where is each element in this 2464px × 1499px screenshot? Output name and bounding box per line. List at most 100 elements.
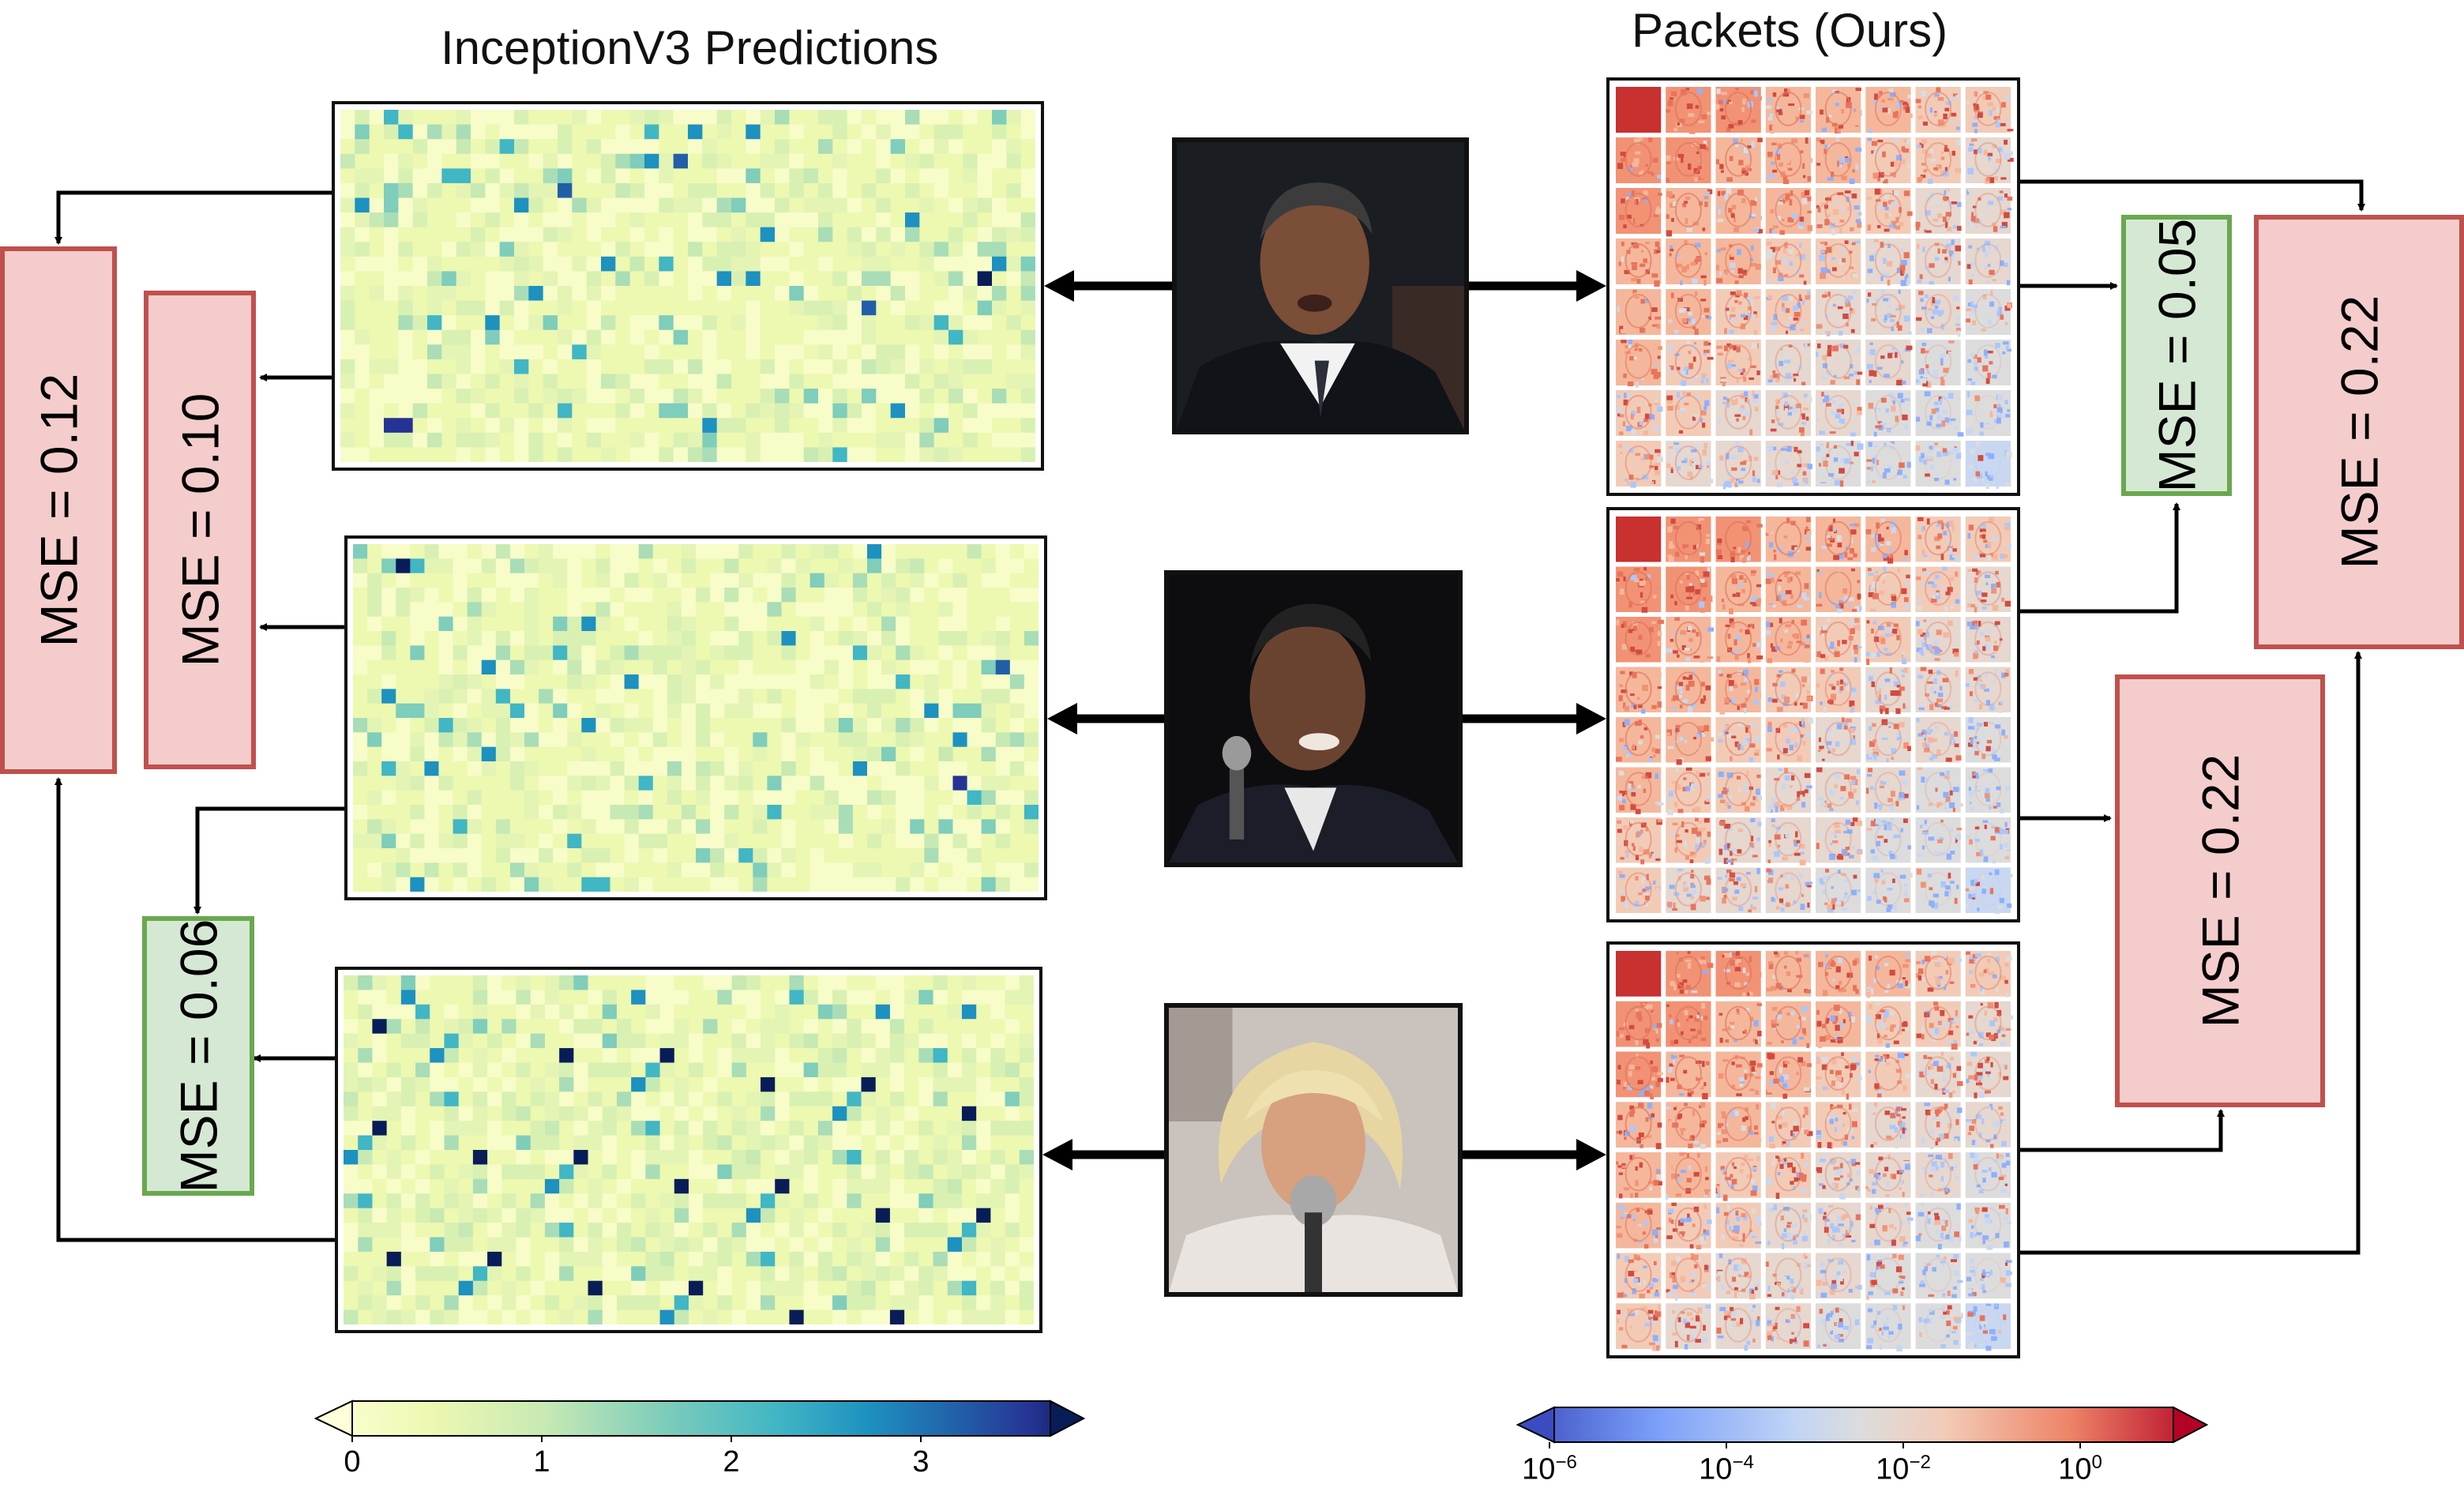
heatmap-cell (761, 1237, 776, 1253)
packet-tile (1965, 951, 2012, 997)
heatmap-cell (631, 1280, 646, 1296)
heatmap-cell (924, 718, 940, 733)
heatmap-cell (1019, 1106, 1034, 1121)
heatmap-cell (456, 329, 471, 345)
heatmap-cell (572, 359, 588, 375)
heatmap-cell (588, 1164, 603, 1180)
heatmap-cell (586, 197, 602, 213)
heatmap-cell (952, 573, 968, 588)
heatmap-cell (481, 544, 497, 559)
heatmap-cell (412, 153, 428, 169)
heatmap-cell (933, 403, 949, 419)
heatmap-cell (896, 805, 911, 820)
heatmap-cell (1020, 256, 1035, 272)
heatmap-cell (963, 242, 978, 257)
heatmap-cell (963, 315, 978, 331)
heatmap-cell (990, 1019, 1006, 1035)
heatmap-cell (967, 862, 982, 878)
heatmap-cell (731, 1237, 747, 1253)
heatmap-cell (847, 418, 862, 434)
heatmap-cell (572, 403, 588, 419)
heatmap-cell (456, 359, 471, 375)
heatmap-cell (904, 1280, 919, 1296)
heatmap-cell (453, 833, 468, 849)
heatmap-cell (458, 1237, 474, 1253)
heatmap-cell (485, 389, 501, 404)
heatmap-cell (659, 1295, 675, 1311)
heatmap-cell (629, 432, 645, 449)
packet-tile (1715, 188, 1763, 234)
heatmap-cell (775, 1178, 791, 1194)
heatmap-cell (412, 242, 428, 257)
heatmap-cell (977, 286, 993, 302)
heatmap-cell (567, 718, 582, 733)
heatmap-cell (514, 344, 529, 360)
heatmap-cell (367, 732, 382, 748)
heatmap-cell (924, 746, 940, 762)
heatmap-cell (933, 182, 949, 199)
heatmap-cell (509, 718, 525, 733)
heatmap-cell (372, 1193, 388, 1209)
heatmap-cell (809, 602, 825, 618)
heatmap-cell (624, 573, 640, 588)
heatmap-cell (1019, 1076, 1034, 1092)
arrow-packets3-to-mse-022a (2020, 651, 2362, 1255)
heatmap-cell (702, 418, 718, 434)
heatmap-cell (558, 197, 573, 213)
heatmap-cell (775, 1309, 791, 1324)
heatmap-cell (832, 286, 848, 302)
heatmap-cell (358, 1019, 374, 1035)
heatmap-cell (645, 1193, 661, 1209)
heatmap-cell (847, 1266, 862, 1282)
heatmap-cell (761, 1266, 776, 1282)
heatmap-cell (731, 1178, 747, 1194)
heatmap-cell (775, 286, 790, 302)
heatmap-cell (795, 659, 811, 675)
heatmap-cell (775, 432, 790, 449)
heatmap-cell (852, 616, 868, 632)
heatmap-cell (458, 975, 474, 991)
heatmap-cell (716, 300, 732, 316)
heatmap-cell (586, 286, 602, 302)
heatmap-cell (471, 418, 486, 434)
heatmap-cell (919, 124, 935, 140)
heatmap-cell (696, 573, 711, 588)
heatmap-cell (976, 1091, 991, 1107)
heatmap-cell (471, 212, 486, 228)
heatmap-cell (933, 212, 949, 228)
heatmap-cell (384, 197, 399, 213)
heatmap-cell (867, 776, 882, 791)
heatmap-cell (838, 659, 854, 675)
heatmap-cell (990, 1193, 1006, 1209)
heatmap-cell (724, 805, 739, 820)
heatmap-cell (652, 718, 668, 733)
heatmap-cell (933, 389, 949, 404)
packet-tile (1715, 951, 1762, 997)
heatmap-cell (424, 703, 440, 719)
heatmap-cell (767, 558, 783, 574)
heatmap-cell (1019, 1309, 1034, 1324)
heatmap-cell (1024, 848, 1039, 863)
heatmap-cell (572, 139, 588, 155)
heatmap-cell (615, 242, 631, 257)
heatmap-cell (803, 256, 819, 272)
heatmap-cell (689, 1076, 704, 1092)
packet-tile (1865, 817, 1911, 863)
heatmap-cell (659, 359, 674, 375)
heatmap-cell (809, 703, 825, 719)
heatmap-cell (775, 418, 790, 434)
heatmap-cell (696, 718, 711, 733)
heatmap-cell (381, 616, 396, 632)
heatmap-cell (358, 1033, 374, 1049)
heatmap-cell (832, 1208, 847, 1223)
heatmap-cell (847, 1178, 862, 1194)
heatmap-cell (809, 558, 825, 574)
heatmap-cell (396, 631, 411, 646)
heatmap-cell (438, 544, 454, 559)
heatmap-cell (775, 1237, 791, 1253)
heatmap-cell (567, 776, 582, 791)
heatmap-cell (861, 1208, 877, 1223)
heatmap-cell (1024, 761, 1039, 776)
heatmap-cell (427, 286, 442, 302)
